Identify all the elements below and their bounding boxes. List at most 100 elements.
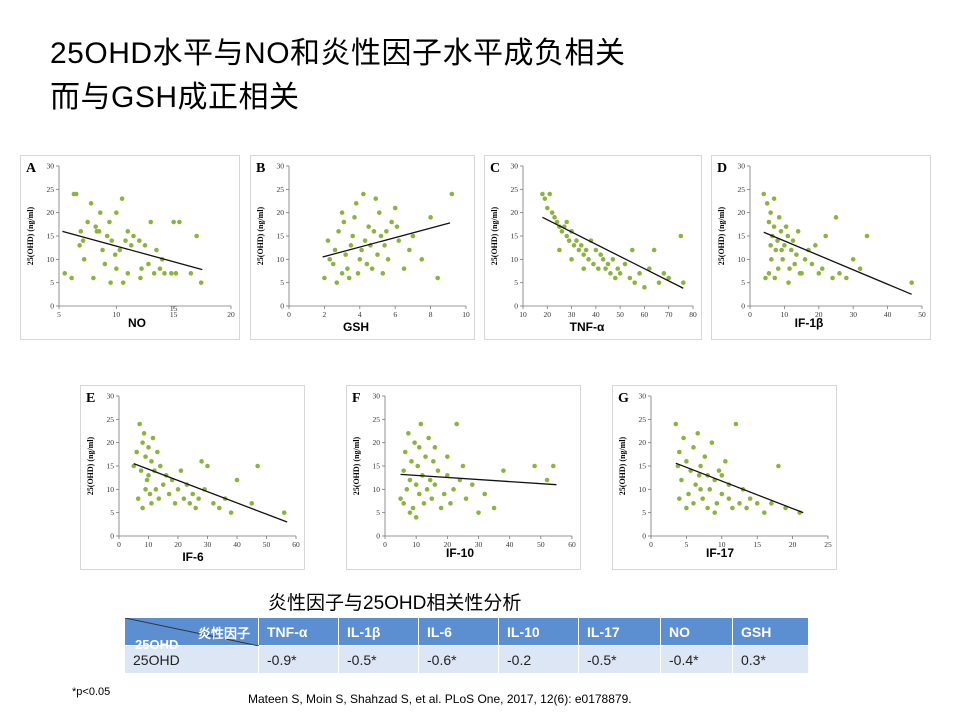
data-point (409, 459, 414, 464)
x-tick-label: 20 (227, 310, 235, 319)
data-point (173, 271, 179, 276)
data-point (78, 229, 84, 234)
y-tick-label: 20 (738, 208, 746, 217)
data-point (128, 243, 134, 248)
data-point (325, 238, 331, 243)
data-point (73, 191, 79, 197)
data-point (432, 445, 438, 450)
data-point (581, 266, 587, 271)
x-tick-label: 20 (789, 540, 797, 549)
data-point (702, 454, 708, 459)
y-tick-label: 15 (47, 232, 55, 241)
x-tick-label: 80 (689, 310, 697, 319)
trend-line (675, 462, 804, 514)
table-caption: 炎性因子与25OHD相关性分析 (268, 593, 522, 614)
y-tick-label: 30 (738, 162, 746, 171)
data-point (646, 266, 652, 271)
x-tick-label: 60 (641, 310, 649, 319)
data-point (786, 280, 791, 285)
data-point (552, 215, 557, 220)
data-point (178, 468, 184, 473)
data-point (864, 233, 870, 239)
data-point (194, 233, 199, 239)
data-point (139, 266, 144, 271)
data-point (445, 454, 450, 459)
trend-line (133, 463, 288, 523)
data-point (143, 487, 148, 492)
x-tick-label: 60 (292, 540, 300, 549)
data-point (790, 238, 796, 243)
data-point (794, 252, 799, 257)
data-point (131, 463, 137, 469)
y-tick-label: 0 (50, 302, 54, 311)
y-tick-label: 5 (741, 278, 745, 287)
data-point (143, 454, 148, 459)
y-tick-label: 15 (738, 232, 746, 241)
data-point (205, 463, 210, 469)
data-point (837, 271, 842, 276)
data-point (737, 501, 742, 506)
data-point (389, 219, 394, 225)
y-tick-label: 10 (511, 255, 519, 264)
data-point (605, 261, 611, 267)
data-point (768, 243, 773, 248)
data-point (772, 275, 778, 281)
scatter-panel-b: B 25(OHD) (ng/ml) 0 5 10 15 20 25 30 0 2 4 6 8 10 GSH (250, 155, 475, 340)
data-point (678, 233, 684, 239)
data-point (249, 501, 255, 506)
data-point (583, 247, 589, 253)
data-point (432, 482, 438, 487)
data-point (766, 219, 772, 225)
data-point (857, 266, 863, 271)
x-tick-label: 0 (383, 540, 387, 549)
data-point (385, 257, 391, 262)
trend-line (763, 231, 912, 295)
data-point (123, 238, 128, 243)
scatter-plot-svg: C 25(OHD) (ng/ml) 0 5 10 15 20 25 30 10 20 30 40 50 60… (490, 161, 697, 319)
trend-line (62, 230, 203, 271)
data-point (656, 280, 662, 285)
data-point (146, 261, 151, 267)
scatter-panel-g: G 25(OHD) (ng/ml) 0 5 10 15 20 25 30 0 5 10 15 20 25 IF… (612, 385, 837, 570)
scatter-plot-svg: B 25(OHD) (ng/ml) 0 5 10 15 20 25 30 0 2 4 6 8 10 (256, 161, 470, 319)
x-tick-label: 60 (568, 540, 576, 549)
y-tick-label: 0 (741, 302, 745, 311)
data-point (138, 468, 144, 473)
y-tick-label: 30 (47, 162, 55, 171)
data-point (695, 431, 701, 436)
data-point (909, 280, 914, 285)
x-tick-label: 30 (568, 310, 576, 319)
y-tick-label: 5 (50, 278, 54, 287)
x-tick-label: 40 (233, 540, 241, 549)
data-point (661, 271, 667, 276)
x-tick-label: 20 (815, 310, 823, 319)
x-tick-label: 0 (287, 310, 291, 319)
data-point (691, 501, 696, 506)
data-point (730, 505, 735, 511)
data-point (566, 238, 572, 243)
data-point (441, 491, 447, 497)
data-point (234, 477, 240, 483)
data-point (615, 266, 621, 271)
data-point (785, 233, 791, 239)
data-point (376, 210, 382, 215)
data-point (681, 435, 686, 441)
data-point (679, 477, 684, 483)
data-point (540, 191, 545, 197)
y-tick-label: 5 (642, 508, 646, 517)
data-point (666, 275, 672, 281)
data-point (394, 224, 400, 229)
data-point (135, 496, 141, 501)
data-point (416, 491, 422, 497)
data-point (141, 431, 147, 436)
x-tick-label: 30 (849, 310, 857, 319)
data-point (416, 445, 422, 450)
data-point (591, 261, 596, 267)
data-point (137, 421, 142, 427)
y-tick-label: 0 (514, 302, 518, 311)
x-tick-label: 5 (685, 540, 689, 549)
data-point (532, 463, 537, 469)
data-point (428, 215, 433, 220)
data-point (211, 501, 216, 506)
data-point (705, 505, 710, 511)
